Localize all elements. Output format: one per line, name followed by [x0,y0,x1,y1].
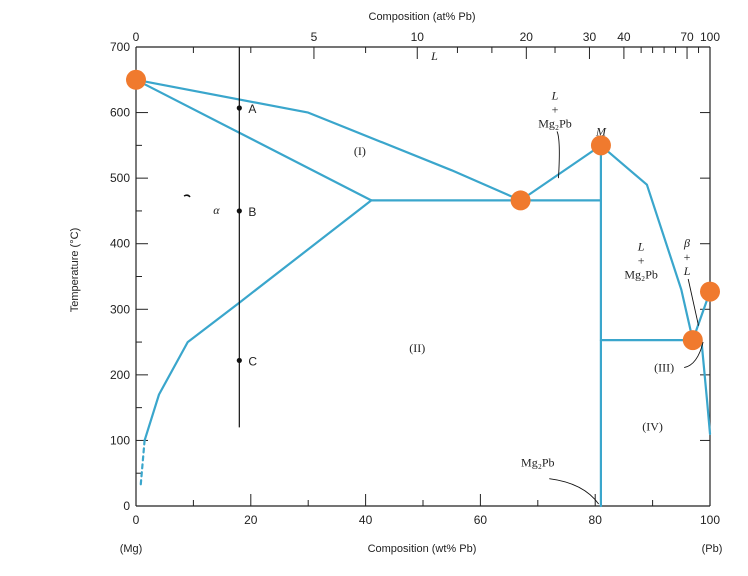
phase-field-label: L [683,264,691,278]
composition-line-group: A B C [183,47,257,428]
region-label: (II) [409,341,425,355]
marker-eutectic-1 [510,190,531,211]
y-tick-label: 500 [110,171,130,185]
arrow-l-mg2pb [556,131,560,179]
phase-field-label: Mg₂Pb [624,267,658,281]
phase-field-label: Mg₂Pb [538,116,572,130]
y-tick-label: 400 [110,237,130,251]
special-label: M [595,125,607,139]
markers-group [126,69,720,351]
marker-eutectic-2 [682,330,703,351]
right-end-label: (Pb) [702,543,723,555]
arrow-iii [684,341,704,369]
boundary-liquidus-mg2pb-right [599,144,694,342]
y-tick-label: 100 [110,433,130,447]
phase-field-label: β [683,236,690,250]
y-tick-label: 700 [110,40,130,54]
marker-pb-melting-point [700,281,720,302]
boundary-liquidus-left [134,78,522,202]
phase-field-label: + [684,250,691,264]
top-tick-label: 30 [583,30,597,44]
region-label: (III) [654,361,674,375]
top-tick-label: 10 [411,30,425,44]
boundary-solvus-left-dashed [139,439,146,488]
boundary-liquidus-mg2pb-left [519,144,603,202]
boundary-solvus-left [143,199,373,442]
state-point-c [236,357,242,364]
top-tick-label: 0 [133,30,140,44]
region-label: L [430,49,438,63]
region-label: α [213,203,220,217]
top-axis-title: Composition (at% Pb) [369,11,476,23]
phase-field-label: L [637,239,645,253]
state-point-label: C [248,354,257,368]
marker-mg2pb-congruent-melt [590,135,611,156]
top-tick-label: 20 [520,30,534,44]
top-tick-label: 100 [700,30,720,44]
x-tick-label: 60 [474,513,488,527]
top-tick-label: 70 [680,30,694,44]
x-tick-label: 80 [589,513,603,527]
arrow-mg2pb [549,478,600,505]
x-tick-label: 0 [133,513,140,527]
top-tick-label: 5 [311,30,318,44]
arrow-beta-l [687,278,699,326]
special-label: Mg₂Pb [521,456,555,470]
marker-mg-melting-point [126,69,146,90]
y-axis-title: Temperature (°C) [69,228,81,312]
x-tick-label: 100 [700,513,720,527]
stray-mark [183,194,191,198]
y-tick-label: 300 [110,302,130,316]
phase-boundaries [134,78,712,508]
state-point-label: B [248,205,256,219]
state-point-label: A [248,102,256,116]
y-tick-label: 0 [123,499,130,513]
region-label: (IV) [642,420,663,434]
region-label: (I) [354,144,366,158]
top-tick-label: 40 [617,30,631,44]
state-point-a [236,105,242,111]
state-point-b [236,208,242,214]
boundary-solidus-left [134,78,373,202]
y-tick-label: 600 [110,106,130,120]
labels-group: L(I)α(II)(III)(IV)L+Mg₂PbL+Mg₂Pbβ+LMMg₂P… [213,49,704,505]
y-tick-label: 200 [110,368,130,382]
phase-field-label: L [551,88,559,102]
x-tick-label: 20 [244,513,258,527]
left-end-label: (Mg) [120,543,143,555]
boundary-pb-solvus [700,339,712,435]
x-tick-label: 40 [359,513,373,527]
phase-field-label: + [552,102,559,116]
x-axis-title: Composition (wt% Pb) [368,543,477,555]
phase-field-label: + [638,253,645,267]
